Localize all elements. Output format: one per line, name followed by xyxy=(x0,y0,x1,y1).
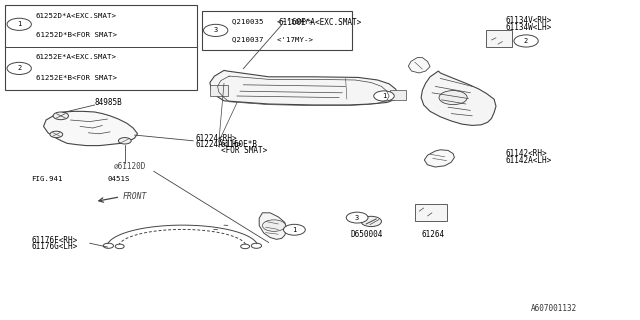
Text: 61160E*A<EXC.SMAT>: 61160E*A<EXC.SMAT> xyxy=(278,18,362,27)
Bar xyxy=(210,85,228,96)
Text: FRONT: FRONT xyxy=(123,192,147,201)
Circle shape xyxy=(103,243,113,248)
Bar xyxy=(486,30,512,47)
Text: 1: 1 xyxy=(292,227,296,233)
Text: 61252E*A<EXC.SMAT>: 61252E*A<EXC.SMAT> xyxy=(36,53,117,60)
Text: 3: 3 xyxy=(355,215,359,220)
Text: 61252D*B<FOR SMAT>: 61252D*B<FOR SMAT> xyxy=(36,32,117,38)
Text: Q210037   <'17MY->: Q210037 <'17MY-> xyxy=(232,36,314,42)
Text: 61176G<LH>: 61176G<LH> xyxy=(32,242,78,251)
Text: 0451S: 0451S xyxy=(108,176,130,182)
Text: 61160E*B: 61160E*B xyxy=(221,140,258,149)
Text: 61252D*A<EXC.SMAT>: 61252D*A<EXC.SMAT> xyxy=(36,13,117,19)
Circle shape xyxy=(118,138,131,144)
Text: 61176F<RH>: 61176F<RH> xyxy=(32,236,78,245)
Text: 3: 3 xyxy=(214,28,218,33)
Text: 61252E*B<FOR SMAT>: 61252E*B<FOR SMAT> xyxy=(36,75,117,81)
Circle shape xyxy=(252,243,262,248)
Bar xyxy=(202,11,352,50)
Text: 61224A<LH>: 61224A<LH> xyxy=(195,140,241,148)
Text: FIG.941: FIG.941 xyxy=(31,176,62,182)
Text: 84985B: 84985B xyxy=(95,98,122,107)
Text: 1: 1 xyxy=(382,93,386,99)
Text: A607001132: A607001132 xyxy=(531,304,577,313)
Text: 61224<RH>: 61224<RH> xyxy=(195,134,237,143)
Circle shape xyxy=(53,112,68,120)
Text: ⌀61120D: ⌀61120D xyxy=(114,162,147,171)
Circle shape xyxy=(346,212,368,223)
Polygon shape xyxy=(408,58,430,73)
Circle shape xyxy=(204,24,228,36)
Circle shape xyxy=(7,18,31,30)
Text: 61134W<LH>: 61134W<LH> xyxy=(506,23,552,32)
Circle shape xyxy=(361,216,381,227)
Text: 2: 2 xyxy=(17,65,21,71)
Text: 61142A<LH>: 61142A<LH> xyxy=(506,156,552,164)
Text: 61142<RH>: 61142<RH> xyxy=(506,149,547,158)
Bar xyxy=(390,90,406,100)
Circle shape xyxy=(284,224,305,235)
Bar xyxy=(415,204,447,221)
Text: 2: 2 xyxy=(524,38,528,44)
Circle shape xyxy=(115,244,124,249)
Text: Q210035   <~'16MY>: Q210035 <~'16MY> xyxy=(232,19,314,25)
Polygon shape xyxy=(44,111,138,146)
Circle shape xyxy=(374,91,394,101)
Polygon shape xyxy=(210,70,398,105)
Text: 1: 1 xyxy=(17,21,21,27)
Text: 61134V<RH>: 61134V<RH> xyxy=(506,16,552,25)
Polygon shape xyxy=(424,150,454,167)
Circle shape xyxy=(439,91,467,105)
Circle shape xyxy=(50,131,63,138)
Text: 61264: 61264 xyxy=(421,230,444,239)
Text: <FOR SMAT>: <FOR SMAT> xyxy=(221,146,267,155)
Polygon shape xyxy=(259,213,287,239)
Circle shape xyxy=(514,35,538,47)
Text: D650004: D650004 xyxy=(351,230,383,239)
Bar xyxy=(5,5,197,90)
Circle shape xyxy=(262,220,285,231)
Polygon shape xyxy=(421,71,496,125)
Circle shape xyxy=(7,62,31,75)
Circle shape xyxy=(241,244,250,249)
